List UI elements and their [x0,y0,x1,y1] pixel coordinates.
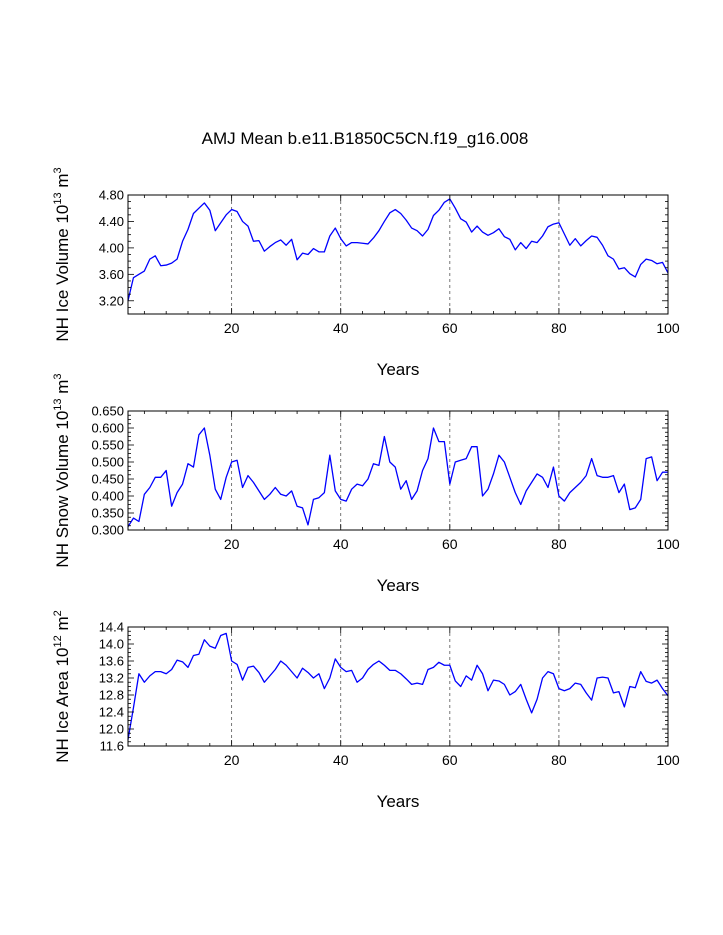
x-tick-label: 80 [551,752,567,768]
chart-title: AMJ Mean b.e11.B1850C5CN.f19_g16.008 [202,129,529,148]
y-tick-label: 0.500 [91,455,124,470]
x-axis-label: Years [377,576,420,595]
series-line [127,427,668,527]
x-tick-label: 40 [333,320,349,336]
panel-1: 3.20 3.60 4.00 4.40 4.80 20 40 60 80 100 Years NH I… [52,167,680,379]
x-tick-label: 20 [224,320,240,336]
y-tick-label: 12.0 [99,722,124,737]
x-tick-label: 80 [551,536,567,552]
y-tick-label: 0.350 [91,506,124,521]
y-tick-label: 12.8 [99,688,124,703]
y-tick-label: 3.20 [99,293,124,308]
x-tick-label: 60 [442,536,458,552]
plot-frame [127,410,669,531]
series-line [127,632,669,740]
x-axis-label: Years [377,792,420,811]
series-line [127,198,669,301]
y-tick-label: 0.650 [91,404,124,419]
x-tick-label: 40 [333,752,349,768]
x-axis-label: Years [377,360,420,379]
x-tick-label: 100 [656,536,680,552]
x-tick-label: 20 [224,536,240,552]
x-tick-label: 40 [333,536,349,552]
y-tick-label: 13.2 [99,671,124,686]
y-tick-label: 12.4 [99,705,124,720]
y-tick-label: 0.400 [91,489,124,504]
y-tick-label: 0.600 [91,421,124,436]
y-axis-label: NH Ice Area 1012 m2 [52,610,72,763]
x-tick-label: 60 [442,320,458,336]
y-tick-label: 14.4 [99,620,124,635]
y-tick-label: 0.300 [91,523,124,538]
y-tick-label: 4.80 [99,188,124,203]
x-tick-label: 80 [551,320,567,336]
y-tick-label: 4.00 [99,240,124,255]
x-tick-label: 100 [656,320,680,336]
x-tick-label: 20 [224,752,240,768]
panel-3: 11.6 12.0 12.4 12.8 13.2 13.6 14.0 14.4 20 40 60 80… [52,610,680,811]
y-tick-label: 0.450 [91,472,124,487]
y-axis-label: NH Snow Volume 1013 m3 [52,373,72,567]
y-tick-label: 3.60 [99,267,124,282]
panel-2: 0.300 0.350 0.400 0.450 0.500 0.550 0.600 0.650… [52,373,680,595]
x-tick-label: 100 [656,752,680,768]
y-tick-label: 13.6 [99,654,124,669]
plot-frame [127,194,669,315]
x-tick-label: 60 [442,752,458,768]
y-tick-label: 4.40 [99,214,124,229]
y-tick-label: 14.0 [99,637,124,652]
y-axis-label: NH Ice Volume 1013 m3 [52,167,72,341]
y-tick-label: 0.550 [91,438,124,453]
y-tick-label: 11.6 [100,739,124,754]
